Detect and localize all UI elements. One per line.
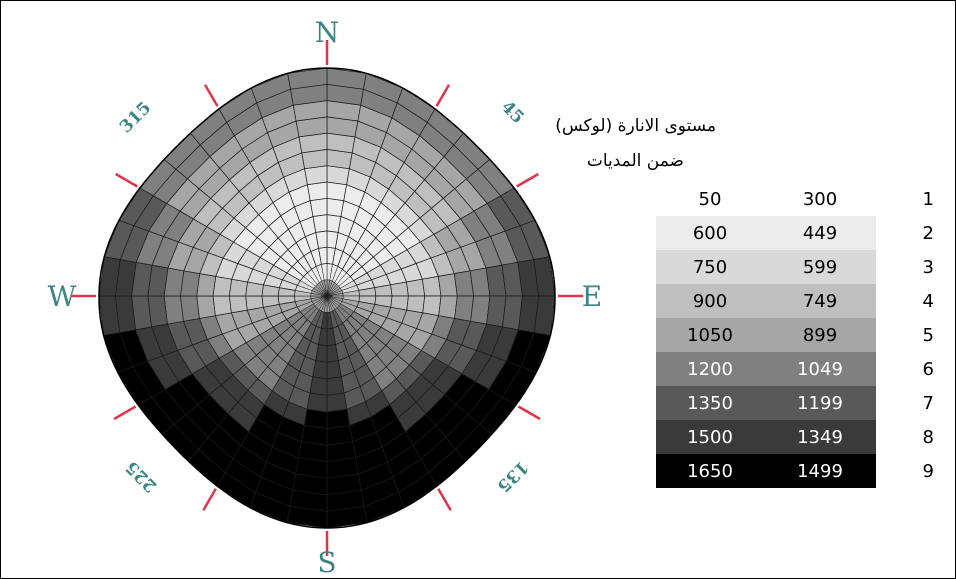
cardinal-label-e: E xyxy=(582,280,602,313)
legend-low-value: 899 xyxy=(764,318,876,352)
legend-row: 1050 899 5 xyxy=(656,318,948,352)
compass-tick xyxy=(113,405,137,421)
polar-cell xyxy=(390,281,409,297)
legend-row: 600 449 2 xyxy=(656,216,948,250)
compass-tick xyxy=(115,172,138,188)
legend-high-value: 750 xyxy=(656,250,764,284)
legend-low-value: 599 xyxy=(764,250,876,284)
polar-cell xyxy=(422,295,442,317)
degree-label-135: 135 xyxy=(493,457,532,496)
legend-high-value: 900 xyxy=(656,284,764,318)
compass-tick xyxy=(437,488,452,511)
polar-cell xyxy=(196,295,216,319)
legend-row: 750 599 3 xyxy=(656,250,948,284)
polar-cells xyxy=(98,67,556,529)
polar-cell xyxy=(406,278,426,297)
legend-index: 5 xyxy=(876,318,948,352)
legend-index: 2 xyxy=(876,216,948,250)
cardinal-label-w: W xyxy=(48,280,77,313)
polar-cell xyxy=(245,295,264,311)
legend-low-value: 1049 xyxy=(764,352,876,386)
polar-cell xyxy=(326,376,345,396)
legend-low-value: 749 xyxy=(764,284,876,318)
degree-label-315: 315 xyxy=(116,98,155,137)
legend-row: 50 300 1 xyxy=(656,182,948,216)
cardinal-label-s: S xyxy=(317,546,336,579)
compass-tick xyxy=(516,172,539,188)
legend-index: 8 xyxy=(876,420,948,454)
legend-subtitle: ضمن المديات xyxy=(586,151,684,171)
legend-index: 4 xyxy=(876,284,948,318)
polar-cell xyxy=(312,214,328,233)
polar-cell xyxy=(306,181,328,201)
compass-tick xyxy=(203,84,219,107)
legend-row: 1650 1499 9 xyxy=(656,454,948,488)
compass-tick xyxy=(435,84,451,107)
compass-tick xyxy=(202,488,217,511)
cardinal-label-n: N xyxy=(315,16,340,49)
legend-high-value: 1650 xyxy=(656,454,764,488)
legend-high-value: 1500 xyxy=(656,420,764,454)
legend-row: 1350 1199 7 xyxy=(656,386,948,420)
legend-high-value: 1350 xyxy=(656,386,764,420)
compass-tick xyxy=(517,405,541,421)
legend-index: 3 xyxy=(876,250,948,284)
degree-label-225: 225 xyxy=(122,457,161,496)
legend-row: 1500 1349 8 xyxy=(656,420,948,454)
legend-index: 1 xyxy=(876,182,948,216)
legend-index: 9 xyxy=(876,454,948,488)
legend-high-value: 50 xyxy=(656,182,764,216)
legend-title: مستوى الانارة (لوكس) xyxy=(555,116,716,136)
polar-cell xyxy=(326,181,348,201)
legend-index: 7 xyxy=(876,386,948,420)
legend-low-value: 1499 xyxy=(764,454,876,488)
legend-index: 6 xyxy=(876,352,948,386)
legend-row: 1200 1049 6 xyxy=(656,352,948,386)
polar-cell xyxy=(326,360,342,380)
polar-cell xyxy=(326,392,348,413)
legend-low-value: 300 xyxy=(764,182,876,216)
polar-cell xyxy=(212,295,232,317)
polar-cell xyxy=(422,275,442,297)
degree-label-45: 45 xyxy=(497,97,528,128)
legend-high-value: 600 xyxy=(656,216,764,250)
legend-high-value: 1050 xyxy=(656,318,764,352)
polar-cell xyxy=(306,392,328,413)
polar-cell xyxy=(212,275,232,297)
polar-cell xyxy=(438,295,458,319)
polar-outline xyxy=(98,67,556,529)
legend-low-value: 1349 xyxy=(764,420,876,454)
legend-row: 900 749 4 xyxy=(656,284,948,318)
legend-table: 50 300 1 600 449 2 750 599 3 900 749 4 1050 899 5 1200 1… xyxy=(656,182,948,488)
legend-high-value: 1200 xyxy=(656,352,764,386)
legend-low-value: 449 xyxy=(764,216,876,250)
polar-cell xyxy=(228,295,248,314)
polar-cell xyxy=(309,197,328,217)
legend-low-value: 1199 xyxy=(764,386,876,420)
